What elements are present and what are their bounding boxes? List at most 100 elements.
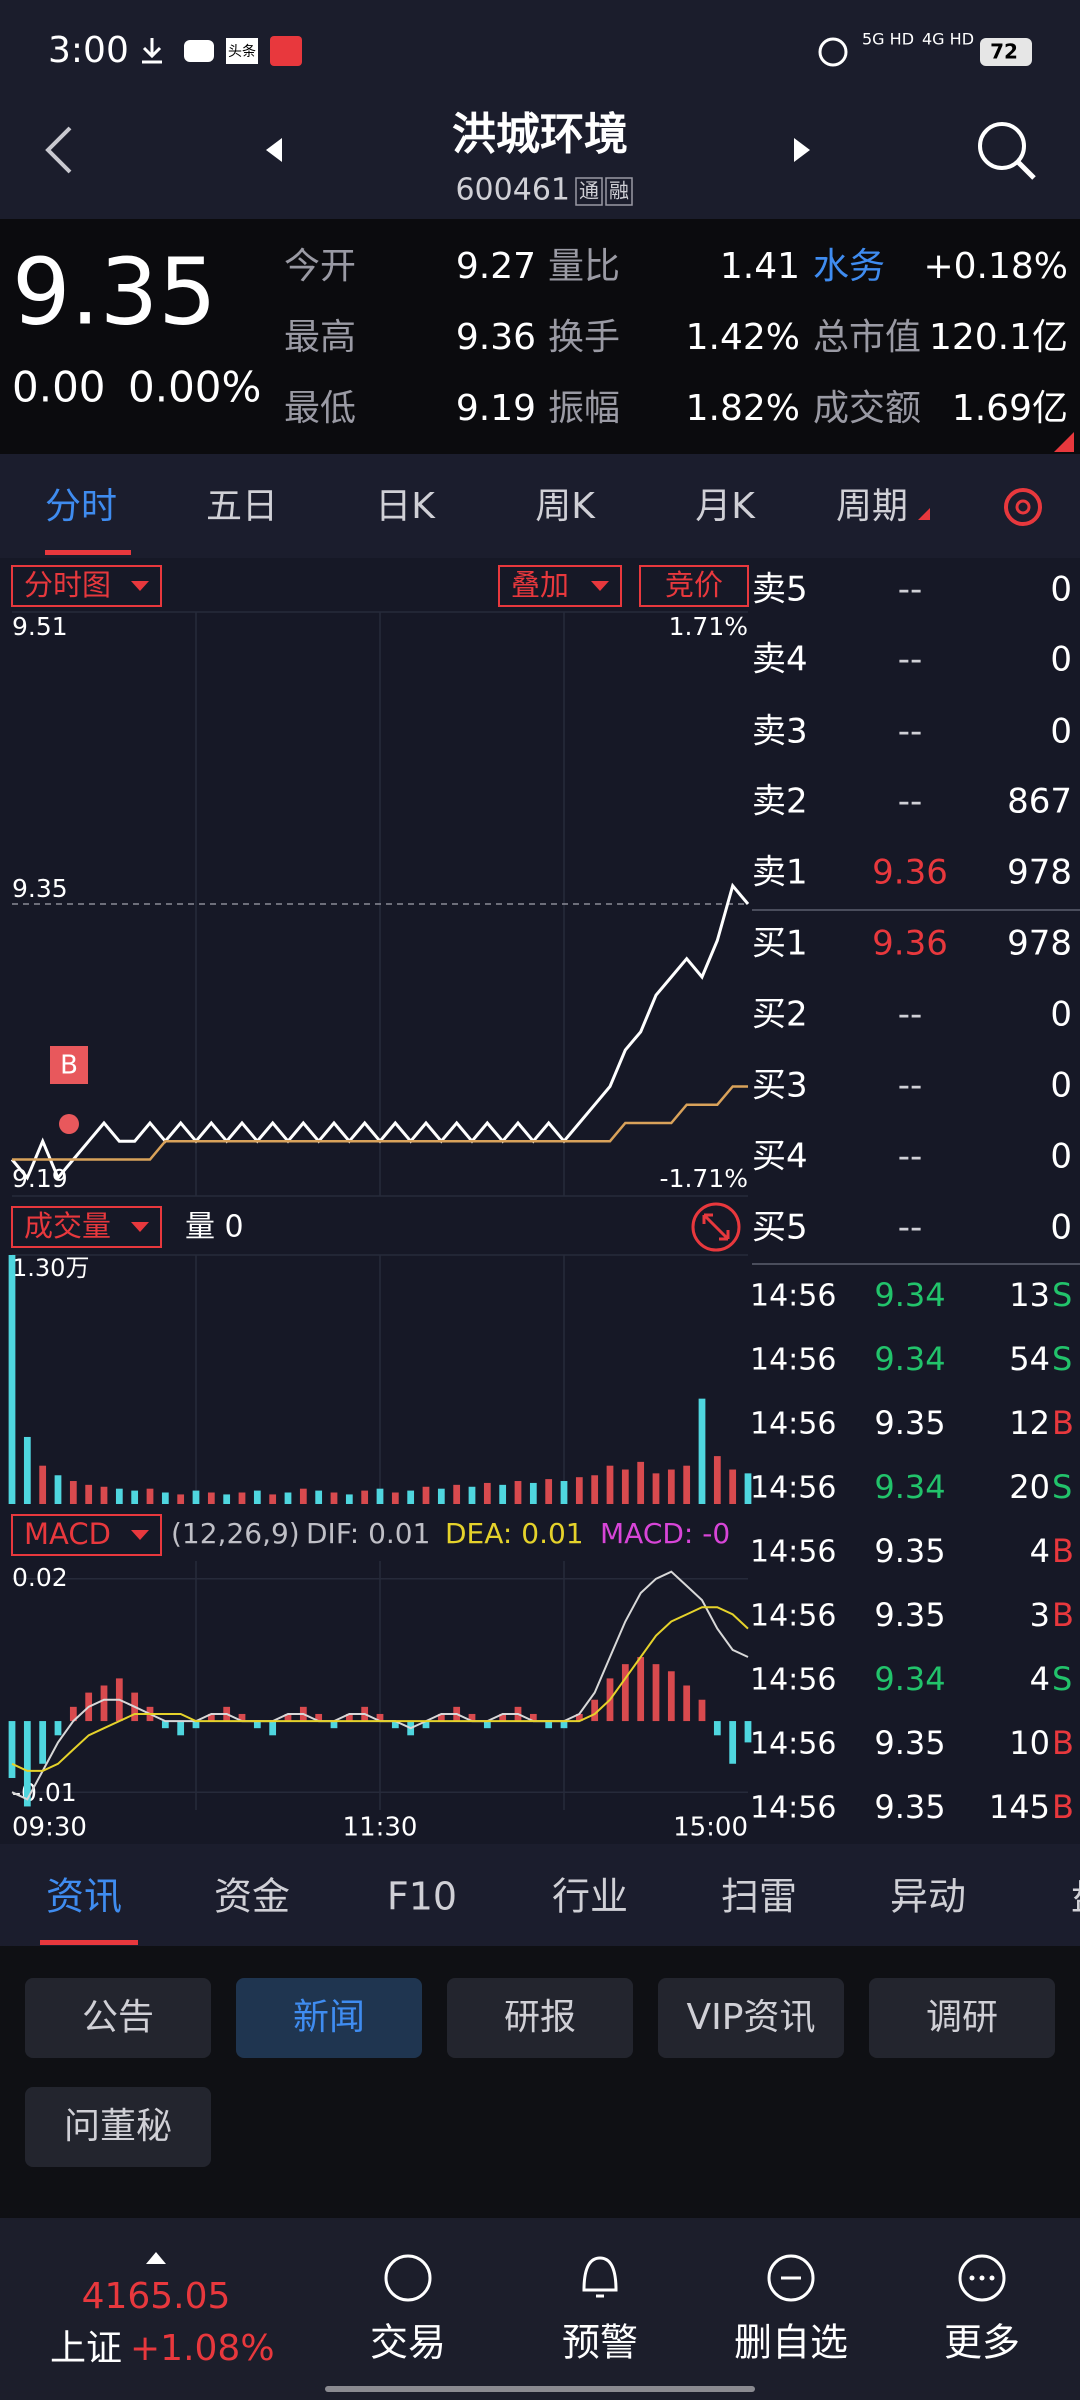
quote-bg	[0, 219, 1080, 454]
nav-item[interactable]: 交易	[370, 2321, 446, 2365]
volume-bar	[131, 1490, 139, 1504]
order-volume: 0	[1050, 1137, 1072, 1177]
volume-label: 成交量	[24, 1209, 111, 1243]
alert-icon	[582, 2256, 618, 2298]
info-tab[interactable]: 资讯	[46, 1875, 122, 1919]
gear-icon	[1015, 499, 1031, 515]
chip[interactable]	[236, 1978, 422, 2058]
volume-label-box[interactable]	[11, 1206, 162, 1248]
order-price: --	[898, 1208, 923, 1248]
macd-bar	[499, 1713, 507, 1722]
network-label: 5G HD	[862, 30, 914, 49]
volume-bar	[652, 1473, 660, 1504]
order-volume: 0	[1050, 712, 1072, 752]
nav-item[interactable]: 更多	[944, 2321, 1020, 2365]
order-volume: 0	[1050, 570, 1072, 610]
macd-bar	[39, 1721, 47, 1764]
stat-label: 水务	[813, 246, 885, 287]
stat-label: 最高	[284, 317, 356, 358]
macd-bar	[238, 1713, 246, 1722]
info-tab[interactable]: 扫雷	[721, 1875, 797, 1919]
nav-item[interactable]: 预警	[562, 2321, 638, 2365]
info-tab[interactable]: 资金	[214, 1875, 290, 1919]
macd-bar	[529, 1713, 537, 1722]
macd-label-box[interactable]	[11, 1514, 162, 1556]
chart-tab[interactable]: 日K	[375, 486, 436, 527]
trade-volume: 3	[1030, 1596, 1050, 1634]
trade-time: 14:56	[750, 1599, 836, 1634]
macd-bar	[637, 1657, 645, 1722]
volume-bar	[391, 1492, 399, 1504]
chart-mode-box[interactable]	[11, 565, 162, 607]
tab-indicator	[45, 550, 131, 555]
y-tick-label: 9.51	[12, 612, 68, 641]
volume-bar	[560, 1481, 568, 1504]
chip[interactable]	[25, 2087, 211, 2167]
next-stock[interactable]	[794, 138, 810, 162]
trade-side: B	[1052, 1724, 1074, 1762]
macd-bar	[345, 1713, 353, 1722]
chart-tab[interactable]: 周K	[535, 486, 596, 527]
gear-icon	[1004, 488, 1042, 526]
info-tab-indicator	[40, 1940, 138, 1945]
settings-button[interactable]	[1004, 488, 1042, 526]
prev-stock[interactable]	[266, 138, 282, 162]
y-tick-pct: -1.71%	[660, 1164, 748, 1193]
volume-bar	[453, 1484, 461, 1504]
info-tab[interactable]: 异动	[890, 1875, 966, 1919]
nav-item[interactable]: 删自选	[734, 2321, 848, 2365]
status-time: 3:00	[48, 30, 129, 71]
trade-time: 14:56	[750, 1791, 836, 1826]
expand-button[interactable]	[691, 1202, 741, 1252]
volume-bar	[376, 1488, 384, 1504]
volume-bar	[100, 1486, 108, 1504]
overlay-box[interactable]	[498, 565, 622, 607]
tabs-bg	[0, 454, 1080, 558]
chip[interactable]	[447, 1978, 633, 2058]
volume-bar	[606, 1465, 614, 1504]
stat-value: 9.27	[456, 246, 536, 287]
search-button[interactable]	[978, 122, 1036, 180]
chip[interactable]	[869, 1978, 1055, 2058]
info-tab[interactable]: 盘	[1071, 1875, 1080, 1919]
info-tab[interactable]: 行业	[552, 1875, 628, 1919]
network-label: 4G HD	[922, 30, 974, 49]
chip-label: 新闻	[293, 1997, 365, 2038]
chart-tab[interactable]: 分时	[45, 486, 117, 527]
chart-tab[interactable]: 五日	[206, 486, 278, 527]
chip[interactable]	[658, 1978, 844, 2058]
tag-box	[575, 177, 603, 206]
dropdown-arrow	[131, 1222, 149, 1232]
search-icon	[978, 122, 1026, 170]
chip[interactable]	[25, 1978, 211, 2058]
auction-box[interactable]	[639, 565, 749, 607]
macd-bar	[391, 1721, 399, 1729]
y-tick-label: 0.02	[12, 1563, 68, 1592]
average-line	[12, 1085, 748, 1161]
stat-value: 9.36	[456, 317, 536, 358]
stat-value: 1.69亿	[952, 388, 1068, 429]
volume-bar	[698, 1398, 706, 1504]
order-price: --	[898, 570, 923, 610]
order-label: 卖5	[752, 570, 808, 610]
stat-label: 成交额	[813, 388, 921, 429]
macd-bar	[100, 1685, 108, 1722]
info-tab[interactable]: F10	[387, 1875, 457, 1919]
volume-bar	[39, 1465, 47, 1504]
volume-bar	[514, 1481, 522, 1504]
order-volume: 978	[1007, 924, 1072, 964]
chip-label: VIP资讯	[687, 1997, 816, 2038]
order-label: 卖4	[752, 640, 808, 680]
trade-time: 14:56	[750, 1727, 836, 1762]
back-button[interactable]	[45, 126, 72, 174]
header-bg	[0, 0, 1080, 219]
alarm-icon	[818, 37, 848, 67]
volume-bar	[23, 1436, 31, 1504]
order-label: 买5	[752, 1208, 808, 1248]
chart-tab[interactable]: 月K	[695, 486, 756, 527]
download-icon	[142, 38, 162, 64]
info-tabs-bg	[0, 1844, 1080, 1946]
volume-bar	[468, 1486, 476, 1504]
chart-tab[interactable]: 周期	[836, 486, 908, 527]
battery-icon	[980, 38, 1032, 66]
